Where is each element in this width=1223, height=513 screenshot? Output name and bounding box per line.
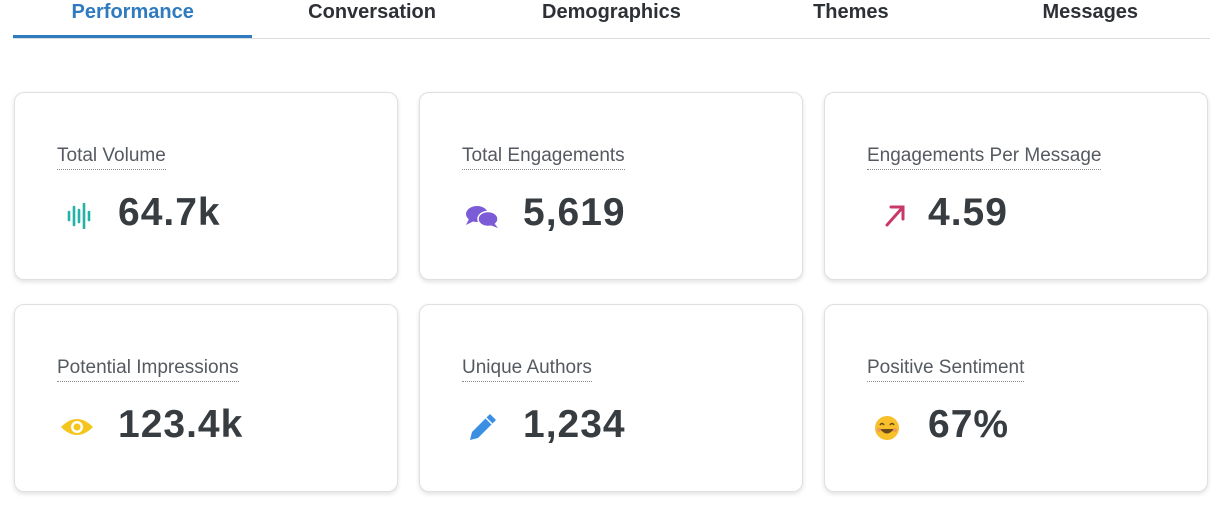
metric-value: 5,619: [523, 191, 626, 234]
metric-label: Potential Impressions: [57, 357, 239, 382]
metric-card: Unique Authors 1,234: [419, 304, 803, 492]
metric-label: Unique Authors: [462, 357, 592, 382]
metric-card: Total Volume 64.7k: [14, 92, 398, 280]
comments-icon: [466, 206, 499, 228]
metric-value: 123.4k: [118, 403, 244, 446]
pencil-icon: [470, 414, 496, 440]
tab[interactable]: Demographics: [542, 1, 681, 23]
metric-value: 1,234: [523, 403, 626, 446]
tab-bar: Performance Conversation Demographics Th…: [13, 0, 1210, 39]
metric-card: Engagements Per Message 4.59: [824, 92, 1208, 280]
tab[interactable]: Performance: [13, 0, 253, 38]
metric-label: Positive Sentiment: [867, 357, 1025, 382]
tab[interactable]: Messages: [1042, 1, 1139, 23]
metric-card: Total Engagements 5,619: [419, 92, 803, 280]
metric-card: Positive Sentiment 67%: [824, 304, 1208, 492]
eye-icon: [61, 419, 93, 435]
metric-value: 67%: [928, 403, 1010, 446]
volume-icon: [67, 202, 91, 229]
metric-value: 4.59: [928, 191, 1008, 234]
metric-card: Potential Impressions 123.4k: [14, 304, 398, 492]
metric-label: Engagements Per Message: [867, 145, 1102, 170]
metric-label: Total Engagements: [462, 145, 625, 170]
metric-label: Total Volume: [57, 145, 166, 170]
metric-value: 64.7k: [118, 191, 221, 234]
tab[interactable]: Themes: [813, 1, 889, 23]
arrow-icon: [885, 205, 905, 227]
smile-icon: [875, 416, 899, 440]
tab[interactable]: Conversation: [308, 1, 436, 23]
